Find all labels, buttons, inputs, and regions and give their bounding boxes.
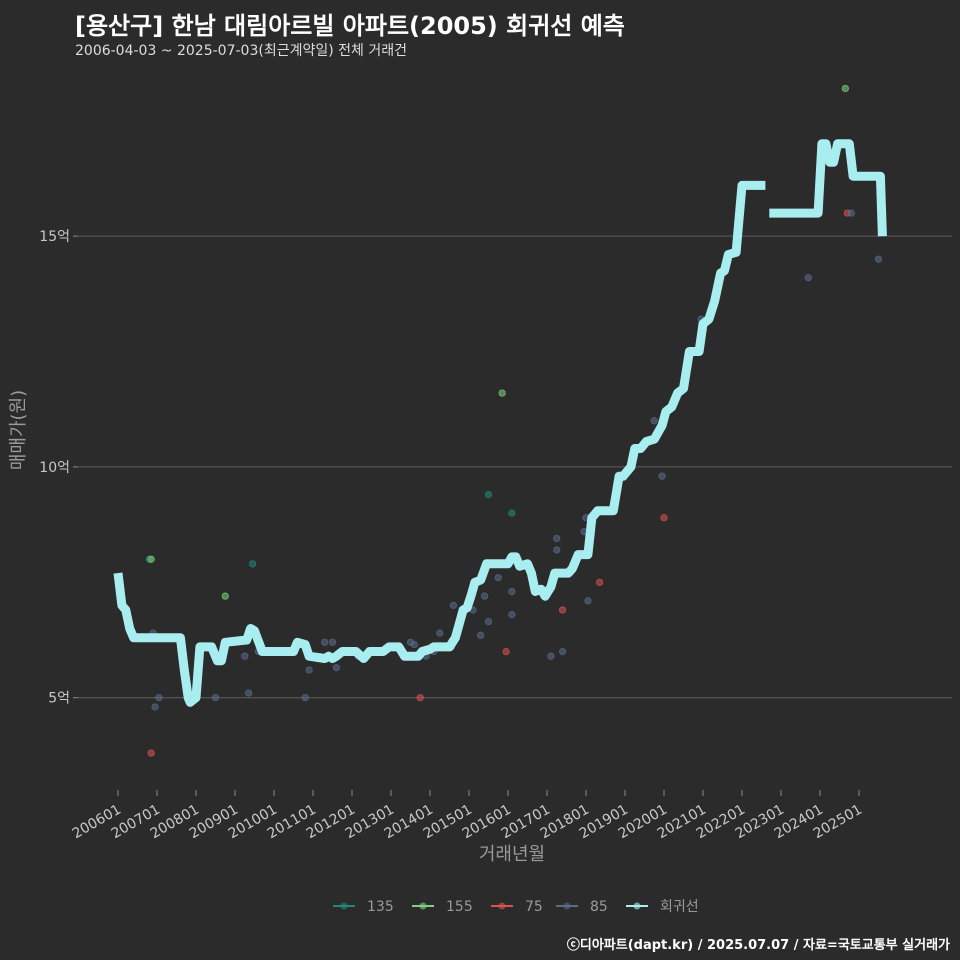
legend: 135 155 75 85 회귀선 [333, 899, 699, 915]
data-point-135 [484, 491, 493, 499]
gridlines [78, 235, 952, 699]
data-point-85 [508, 611, 516, 619]
data-point-85 [553, 546, 561, 554]
data-point-155 [841, 84, 849, 93]
regression-segment [769, 139, 887, 237]
data-point-75 [660, 514, 668, 522]
data-point-85 [155, 694, 163, 702]
chart-subtitle: 2006-04-03 ~ 2025-07-03(최근계약일) 전체 거래건 [75, 43, 407, 59]
legend-item-85: 85 [556, 899, 608, 915]
data-point-85 [547, 652, 555, 660]
chart-title: [용산구] 한남 대림아르빌 아파트(2005) 회귀선 예측 [75, 12, 625, 40]
legend-item-155: 155 [412, 899, 473, 915]
data-point-85 [508, 587, 516, 596]
data-point-85 [321, 638, 329, 646]
legend-label: 75 [525, 899, 543, 915]
data-point-85 [658, 472, 666, 480]
scatter-points [145, 84, 883, 757]
y-tick-label: 15억 [39, 229, 70, 245]
legend-marker [340, 902, 348, 910]
data-point-85 [151, 703, 159, 711]
regression-segment [113, 180, 766, 707]
y-tick-label: 5억 [48, 691, 70, 707]
data-point-75 [502, 647, 510, 656]
y-tick-label: 10억 [39, 460, 70, 476]
data-point-85 [301, 694, 309, 702]
data-point-85 [211, 694, 220, 702]
x-axis-title: 거래년월 [479, 844, 545, 865]
x-axis-ticks: 2006012007012008012009012010012011012012… [70, 790, 865, 842]
data-point-85 [847, 209, 855, 217]
data-point-75 [558, 606, 567, 614]
data-point-85 [480, 592, 489, 600]
regression-line [113, 139, 887, 707]
legend-marker [633, 902, 641, 910]
data-point-85 [553, 534, 561, 543]
data-point-135 [508, 509, 516, 517]
data-point-85 [584, 597, 592, 605]
y-axis-ticks: 5억 10억 15억 [39, 229, 78, 707]
data-point-85 [436, 629, 444, 637]
data-point-85 [484, 617, 493, 626]
data-point-75 [147, 749, 155, 757]
legend-label: 135 [367, 899, 394, 915]
legend-label: 회귀선 [660, 899, 699, 915]
data-point-85 [804, 274, 812, 282]
data-point-85 [650, 417, 658, 425]
legend-label: 155 [446, 899, 473, 915]
legend-label: 85 [590, 899, 608, 915]
data-point-155 [221, 592, 229, 600]
data-point-85 [494, 574, 502, 582]
legend-marker [563, 902, 571, 910]
source-caption: ⓒ디아파트(dapt.kr) / 2025.07.07 / 자료=국토교통부 실… [566, 938, 950, 953]
data-point-75 [596, 578, 604, 586]
data-point-135 [248, 560, 257, 568]
data-point-85 [245, 689, 253, 697]
data-point-85 [328, 638, 337, 646]
data-point-85 [477, 631, 485, 639]
data-point-155 [498, 389, 506, 397]
legend-item-135: 135 [333, 899, 394, 915]
legend-item-회귀선: 회귀선 [626, 899, 699, 915]
y-axis-title: 매매가(원) [8, 390, 29, 470]
data-point-85 [449, 601, 457, 609]
data-point-85 [241, 652, 249, 660]
legend-marker [498, 902, 506, 910]
data-point-85 [332, 664, 340, 672]
data-point-85 [558, 647, 567, 656]
data-point-75 [416, 694, 424, 702]
legend-item-75: 75 [491, 899, 543, 915]
data-point-155 [147, 555, 155, 563]
data-point-85 [305, 666, 313, 674]
data-point-85 [410, 641, 418, 649]
legend-marker [419, 902, 427, 910]
data-point-85 [874, 255, 883, 263]
